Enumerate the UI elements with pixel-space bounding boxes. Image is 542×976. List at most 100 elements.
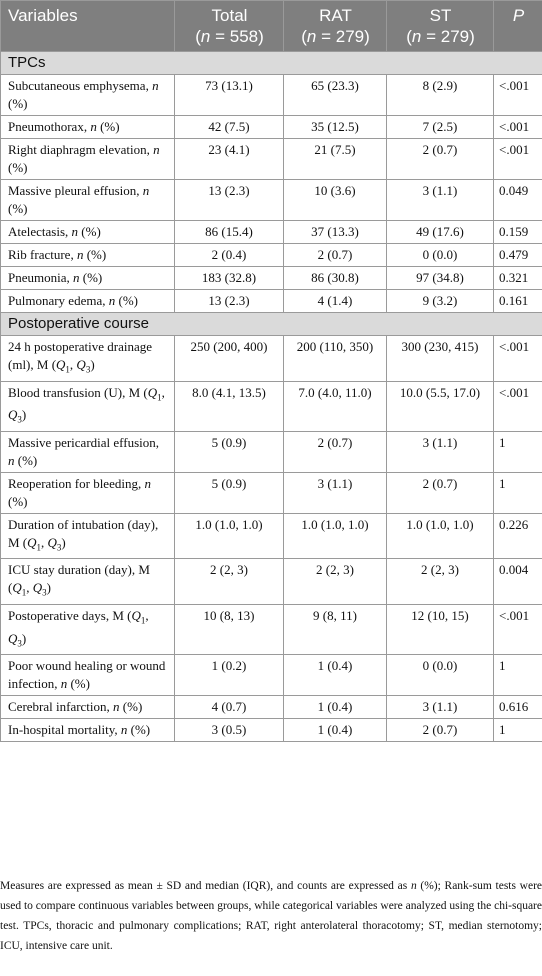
p-value-cell: 0.049 bbox=[493, 179, 542, 221]
st-cell: 8 (2.9) bbox=[386, 74, 494, 116]
header-variables: Variables bbox=[0, 0, 175, 52]
st-cell: 300 (230, 415) bbox=[386, 335, 494, 382]
variable-cell: Blood transfusion (U), M (Q1, Q3) bbox=[0, 380, 175, 432]
table-row: Atelectasis, n (%) 86 (15.4) 37 (13.3) 49 (… bbox=[0, 220, 542, 244]
p-value-cell: 0.004 bbox=[493, 558, 542, 605]
variable-separator: , bbox=[154, 516, 159, 532]
variable-separator: , bbox=[102, 293, 109, 308]
total-cell: 42 (7.5) bbox=[174, 115, 284, 139]
p-value-cell: <.001 bbox=[493, 380, 542, 432]
rat-cell: 1 (0.4) bbox=[283, 654, 387, 697]
st-cell: 2 (0.7) bbox=[386, 138, 494, 180]
variable-name: 24 h postoperative drainage (ml) bbox=[8, 339, 153, 372]
rat-cell: 1 (0.4) bbox=[283, 695, 387, 720]
variable-cell: Right diaphragm elevation, n (%) bbox=[0, 138, 175, 180]
rat-cell: 7.0 (4.0, 11.0) bbox=[283, 380, 387, 432]
table-row: Right diaphragm elevation, n (%) 23 (4.1)… bbox=[0, 138, 542, 180]
variable-name: Reoperation for bleeding bbox=[8, 475, 138, 491]
variable-unit: M (Q1, Q3) bbox=[8, 607, 149, 649]
st-cell: 3 (1.1) bbox=[386, 695, 494, 720]
variable-cell: Massive pericardial effusion, n (%) bbox=[0, 430, 175, 473]
section-title: TPCs bbox=[0, 51, 542, 75]
header-total-n: (n = 558) bbox=[195, 27, 264, 46]
st-cell: 97 (34.8) bbox=[386, 266, 494, 290]
variable-name: Blood transfusion (U) bbox=[8, 384, 123, 400]
variable-cell: 24 h postoperative drainage (ml), M (Q1,… bbox=[0, 335, 175, 382]
rat-cell: 2 (0.7) bbox=[283, 430, 387, 473]
st-cell: 3 (1.1) bbox=[386, 179, 494, 221]
table-row: Pneumothorax, n (%) 42 (7.5) 35 (12.5) 7 (2… bbox=[0, 115, 542, 139]
table-row: Poor wound healing or wound infection, n… bbox=[0, 654, 542, 697]
variable-name: ICU stay duration (day) bbox=[8, 562, 132, 578]
p-value-cell: <.001 bbox=[493, 138, 542, 180]
st-cell: 12 (10, 15) bbox=[386, 603, 494, 656]
total-cell: 2 (2, 3) bbox=[174, 558, 284, 605]
table-row: Postoperative days, M (Q1, Q3) 10 (8, 13)… bbox=[0, 603, 542, 656]
p-value-cell: 0.479 bbox=[493, 243, 542, 267]
header-st-n: (n = 279) bbox=[406, 27, 475, 46]
variable-unit: n (%) bbox=[8, 452, 38, 468]
header-total-label: Total bbox=[211, 6, 248, 25]
variable-unit: n (%) bbox=[120, 722, 151, 738]
header-total: Total (n = 558) bbox=[174, 0, 284, 52]
rat-cell: 10 (3.6) bbox=[283, 179, 387, 221]
p-value-cell: <.001 bbox=[493, 335, 542, 382]
total-cell: 4 (0.7) bbox=[174, 695, 284, 720]
rat-cell: 1 (0.4) bbox=[283, 718, 387, 743]
table-row: Pneumonia, n (%) 183 (32.8) 86 (30.8) 97 (3… bbox=[0, 266, 542, 290]
total-cell: 13 (2.3) bbox=[174, 179, 284, 221]
variable-cell: Massive pleural effusion, n (%) bbox=[0, 179, 175, 221]
variable-name: Poor wound healing or wound infection bbox=[8, 658, 166, 692]
variable-cell: Pulmonary edema, n (%) bbox=[0, 289, 175, 313]
total-cell: 183 (32.8) bbox=[174, 266, 284, 290]
table-body: TPCs Subcutaneous emphysema, n (%) 73 (13.… bbox=[0, 51, 542, 743]
p-value-cell: <.001 bbox=[493, 115, 542, 139]
p-value-cell: 1 bbox=[493, 471, 542, 514]
total-cell: 8.0 (4.1, 13.5) bbox=[174, 380, 284, 432]
st-cell: 7 (2.5) bbox=[386, 115, 494, 139]
variable-unit: M (Q1, Q3) bbox=[8, 534, 66, 553]
st-cell: 49 (17.6) bbox=[386, 220, 494, 244]
table-row: Massive pericardial effusion, n (%) 5 (0.… bbox=[0, 430, 542, 473]
variable-separator: , bbox=[146, 142, 154, 157]
comparison-table: Variables Total (n = 558) RAT (n = 279) … bbox=[0, 0, 542, 743]
variable-name: Right diaphragm elevation bbox=[8, 142, 147, 157]
st-cell: 3 (1.1) bbox=[386, 430, 494, 473]
rat-cell: 21 (7.5) bbox=[283, 138, 387, 180]
variable-separator: , bbox=[83, 119, 91, 134]
variable-cell: Duration of intubation (day), M (Q1, Q3) bbox=[0, 512, 175, 560]
header-st: ST (n = 279) bbox=[386, 0, 494, 52]
variable-cell: Rib fracture, n (%) bbox=[0, 243, 175, 267]
variable-unit: n (%) bbox=[76, 247, 107, 262]
variable-unit: n (%) bbox=[113, 699, 143, 715]
variable-name: Rib fracture bbox=[8, 247, 71, 262]
variable-cell: Pneumonia, n (%) bbox=[0, 266, 175, 290]
section-header-row: TPCs bbox=[0, 51, 542, 75]
variable-unit: n (%) bbox=[60, 676, 90, 692]
header-st-label: ST bbox=[429, 6, 452, 25]
variable-separator: , bbox=[66, 270, 73, 285]
variable-name: Cerebral infarction bbox=[8, 699, 107, 715]
p-value-cell: 1 bbox=[493, 718, 542, 743]
total-cell: 1 (0.2) bbox=[174, 654, 284, 697]
rat-cell: 2 (2, 3) bbox=[283, 558, 387, 605]
p-value-cell: 0.616 bbox=[493, 695, 542, 720]
rat-cell: 3 (1.1) bbox=[283, 471, 387, 514]
table-footnote: Measures are expressed as mean ± SD and … bbox=[0, 880, 542, 952]
table-row: In-hospital mortality, n (%) 3 (0.5) 1 (0.… bbox=[0, 718, 542, 743]
variable-separator: , bbox=[106, 699, 114, 715]
table-row: ICU stay duration (day), M (Q1, Q3) 2 (2,… bbox=[0, 558, 542, 605]
rat-cell: 65 (23.3) bbox=[283, 74, 387, 116]
variable-unit: n (%) bbox=[73, 270, 103, 285]
table-row: Reoperation for bleeding, n (%) 5 (0.9) 3 … bbox=[0, 471, 542, 514]
variable-unit: M (Q1, Q3) bbox=[8, 562, 150, 598]
variable-cell: Poor wound healing or wound infection, n… bbox=[0, 654, 175, 697]
variable-cell: Cerebral infarction, n (%) bbox=[0, 695, 175, 720]
variable-cell: In-hospital mortality, n (%) bbox=[0, 718, 175, 743]
variable-name: Pneumonia bbox=[8, 270, 67, 285]
total-cell: 23 (4.1) bbox=[174, 138, 284, 180]
p-value-cell: 1 bbox=[493, 654, 542, 697]
total-cell: 1.0 (1.0, 1.0) bbox=[174, 512, 284, 560]
variable-separator: , bbox=[65, 224, 72, 239]
variable-unit: n (%) bbox=[8, 78, 159, 111]
